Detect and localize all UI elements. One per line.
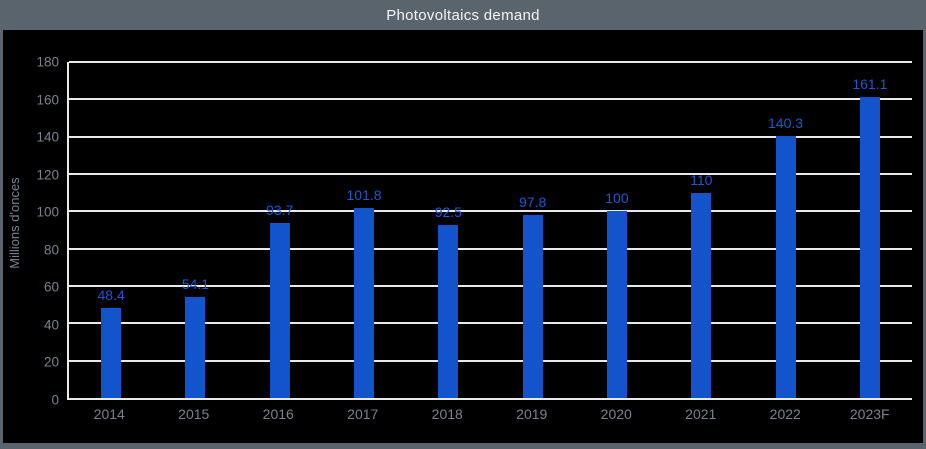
bar (606, 211, 627, 398)
plot-area: 48.4 54.1 93.7 101.8 92.5 97.8 100 110 140.3 161.… (67, 61, 912, 400)
chart-title-bar: Photovoltaics demand (3, 0, 923, 30)
bar-value-label: 97.8 (519, 194, 547, 211)
x-tick-label: 2018 (431, 406, 463, 422)
bar (269, 223, 290, 398)
y-tick-label: 40 (43, 317, 59, 333)
y-tick-label: 100 (36, 204, 59, 220)
x-tick-label: 2016 (262, 406, 294, 422)
bar-value-label: 110 (690, 171, 713, 188)
bar (101, 307, 122, 398)
bar (775, 136, 796, 398)
bar (185, 297, 206, 398)
gridline (69, 135, 912, 138)
y-tick-label: 180 (36, 54, 59, 70)
bar (438, 225, 459, 398)
gridline (69, 359, 912, 362)
x-tick-label: 2015 (178, 406, 210, 422)
y-tick-label: 20 (43, 354, 59, 370)
bar-value-label: 101.8 (346, 186, 382, 203)
y-tick-label: 60 (43, 279, 59, 295)
x-tick-label: 2023F (849, 406, 890, 422)
y-tick-label: 80 (43, 242, 59, 258)
bar-value-label: 161.1 (852, 76, 888, 93)
gridline (69, 247, 912, 250)
bar-value-label: 92.5 (434, 204, 462, 221)
bar-value-label: 93.7 (266, 202, 294, 219)
x-axis-tick-labels: 2014 2015 2016 2017 2018 2019 2020 2021 2022 2023… (67, 406, 912, 430)
gridline (69, 285, 912, 288)
bar-value-label: 100 (605, 190, 629, 207)
bar-value-label: 140.3 (768, 115, 804, 132)
x-tick-label: 2020 (600, 406, 632, 422)
bar-value-label: 48.4 (97, 286, 125, 303)
y-tick-label: 160 (36, 92, 59, 108)
x-tick-label: 2017 (347, 406, 379, 422)
gridline (69, 61, 912, 63)
bar (859, 97, 880, 398)
bar (522, 215, 543, 398)
x-tick-label: 2021 (685, 406, 717, 422)
y-tick-label: 140 (36, 129, 59, 145)
y-axis-tick-labels: 0 20 40 60 80 100 120 140 160 180 (3, 55, 59, 408)
bar (691, 192, 712, 398)
gridline (69, 322, 912, 325)
y-tick-label: 0 (51, 392, 59, 408)
bar-value-label: 54.1 (181, 276, 210, 293)
x-tick-label: 2019 (516, 406, 548, 422)
y-tick-label: 120 (36, 167, 59, 183)
x-tick-label: 2022 (769, 406, 801, 422)
bar (354, 207, 375, 398)
chart-title: Photovoltaics demand (386, 6, 540, 24)
gridline (69, 210, 912, 213)
gridline (69, 98, 912, 101)
x-tick-label: 2014 (93, 406, 125, 422)
gridline (69, 173, 912, 176)
